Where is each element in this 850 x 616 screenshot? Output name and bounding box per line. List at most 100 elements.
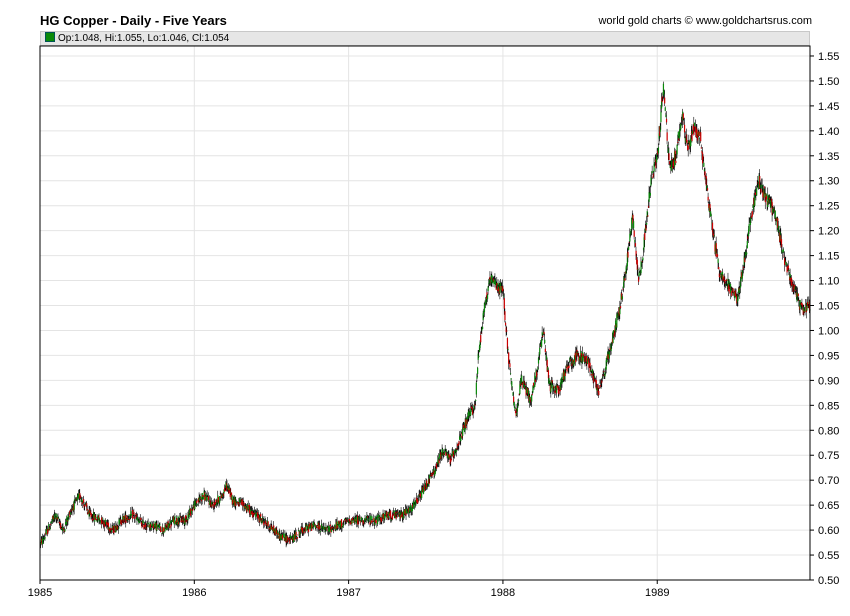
candle-body xyxy=(206,494,208,496)
candle-body xyxy=(653,163,655,172)
candle-body xyxy=(552,389,555,391)
candle-body xyxy=(163,527,165,532)
candle-body xyxy=(101,517,103,524)
candle-body xyxy=(803,310,806,313)
candle-body xyxy=(89,510,92,515)
candle-body xyxy=(381,517,383,522)
candle-body xyxy=(790,277,793,286)
candle-body xyxy=(559,386,561,392)
candle-body xyxy=(51,516,54,522)
candle-body xyxy=(649,192,651,196)
candle-body xyxy=(596,387,598,391)
candle-body xyxy=(429,473,431,475)
candle-body xyxy=(746,252,748,255)
candle-body xyxy=(669,165,671,169)
candle-body xyxy=(195,503,197,504)
candle-body xyxy=(247,505,249,509)
candle-body xyxy=(603,374,605,376)
candle-body xyxy=(464,421,466,430)
candle-body xyxy=(800,304,802,306)
candle-body xyxy=(145,528,147,530)
candle-body xyxy=(678,129,681,139)
candle-body xyxy=(605,368,607,370)
candle-body xyxy=(532,382,535,387)
candle-body xyxy=(779,232,781,242)
candle-body xyxy=(219,493,221,495)
candle-body xyxy=(275,527,277,534)
candle-body xyxy=(335,523,337,531)
candle-body xyxy=(678,138,680,141)
candle-body xyxy=(511,386,514,388)
candle-body xyxy=(607,351,609,358)
candle-body xyxy=(222,496,224,497)
candle-body xyxy=(59,521,61,524)
candle-body xyxy=(102,518,104,520)
candle-body xyxy=(42,539,44,541)
candle-body xyxy=(665,118,668,123)
candle-body xyxy=(213,501,215,508)
candle-body xyxy=(225,482,227,489)
candle-body xyxy=(278,532,280,540)
candle-body xyxy=(79,493,81,499)
candle-body xyxy=(426,487,428,489)
candle-body xyxy=(45,529,47,535)
candle-body xyxy=(60,523,62,529)
candle-body xyxy=(447,455,450,459)
candle-body xyxy=(536,373,538,375)
candle-body xyxy=(306,525,308,527)
candle-body xyxy=(166,522,169,526)
candle-body xyxy=(258,517,261,523)
candle-body xyxy=(445,450,448,452)
candle-body xyxy=(206,497,208,501)
candle-body xyxy=(299,532,301,537)
candle-body xyxy=(805,304,807,305)
candle-body xyxy=(792,285,794,287)
candle-body xyxy=(728,284,730,292)
candle-body xyxy=(291,536,293,537)
candle-body xyxy=(510,378,512,380)
candle-body xyxy=(717,259,719,264)
candle-body xyxy=(619,306,621,315)
candle-body xyxy=(560,379,562,390)
candle-body xyxy=(590,370,592,372)
grid-lines xyxy=(40,46,810,580)
candle-body xyxy=(629,232,632,235)
candle-body xyxy=(147,522,149,524)
candle-body xyxy=(211,502,213,506)
candle-body xyxy=(757,182,759,184)
candle-body xyxy=(742,269,744,270)
candle-body xyxy=(191,508,193,514)
candle-body xyxy=(104,522,106,528)
candle-body xyxy=(396,513,398,515)
candle-body xyxy=(522,383,524,388)
candle-body xyxy=(531,394,533,396)
candle-body xyxy=(461,432,463,439)
candle-body xyxy=(54,515,56,518)
candle-body xyxy=(713,235,715,237)
candle-body xyxy=(58,517,60,519)
candle-body xyxy=(138,521,141,523)
candle-body xyxy=(610,348,612,350)
candle-body xyxy=(526,388,528,394)
candle-body xyxy=(491,278,494,280)
candle-body xyxy=(274,530,276,535)
candle-body xyxy=(466,419,468,425)
candle-body xyxy=(726,279,728,281)
candle-body xyxy=(232,499,234,505)
candle-body xyxy=(593,375,596,378)
candle-body xyxy=(539,347,541,355)
candle-body xyxy=(623,282,625,288)
candle-body xyxy=(194,500,196,510)
candle-body xyxy=(289,535,292,540)
candle-body xyxy=(235,501,237,507)
candle-body xyxy=(253,512,255,515)
candle-body xyxy=(126,519,128,521)
candle-body xyxy=(160,530,162,532)
candle-body xyxy=(370,520,372,523)
candle-body xyxy=(293,534,295,542)
candle-body xyxy=(147,522,149,524)
candle-body xyxy=(225,483,228,491)
candle-body xyxy=(470,407,472,408)
candle-body xyxy=(565,365,568,367)
candle-body xyxy=(177,516,179,525)
